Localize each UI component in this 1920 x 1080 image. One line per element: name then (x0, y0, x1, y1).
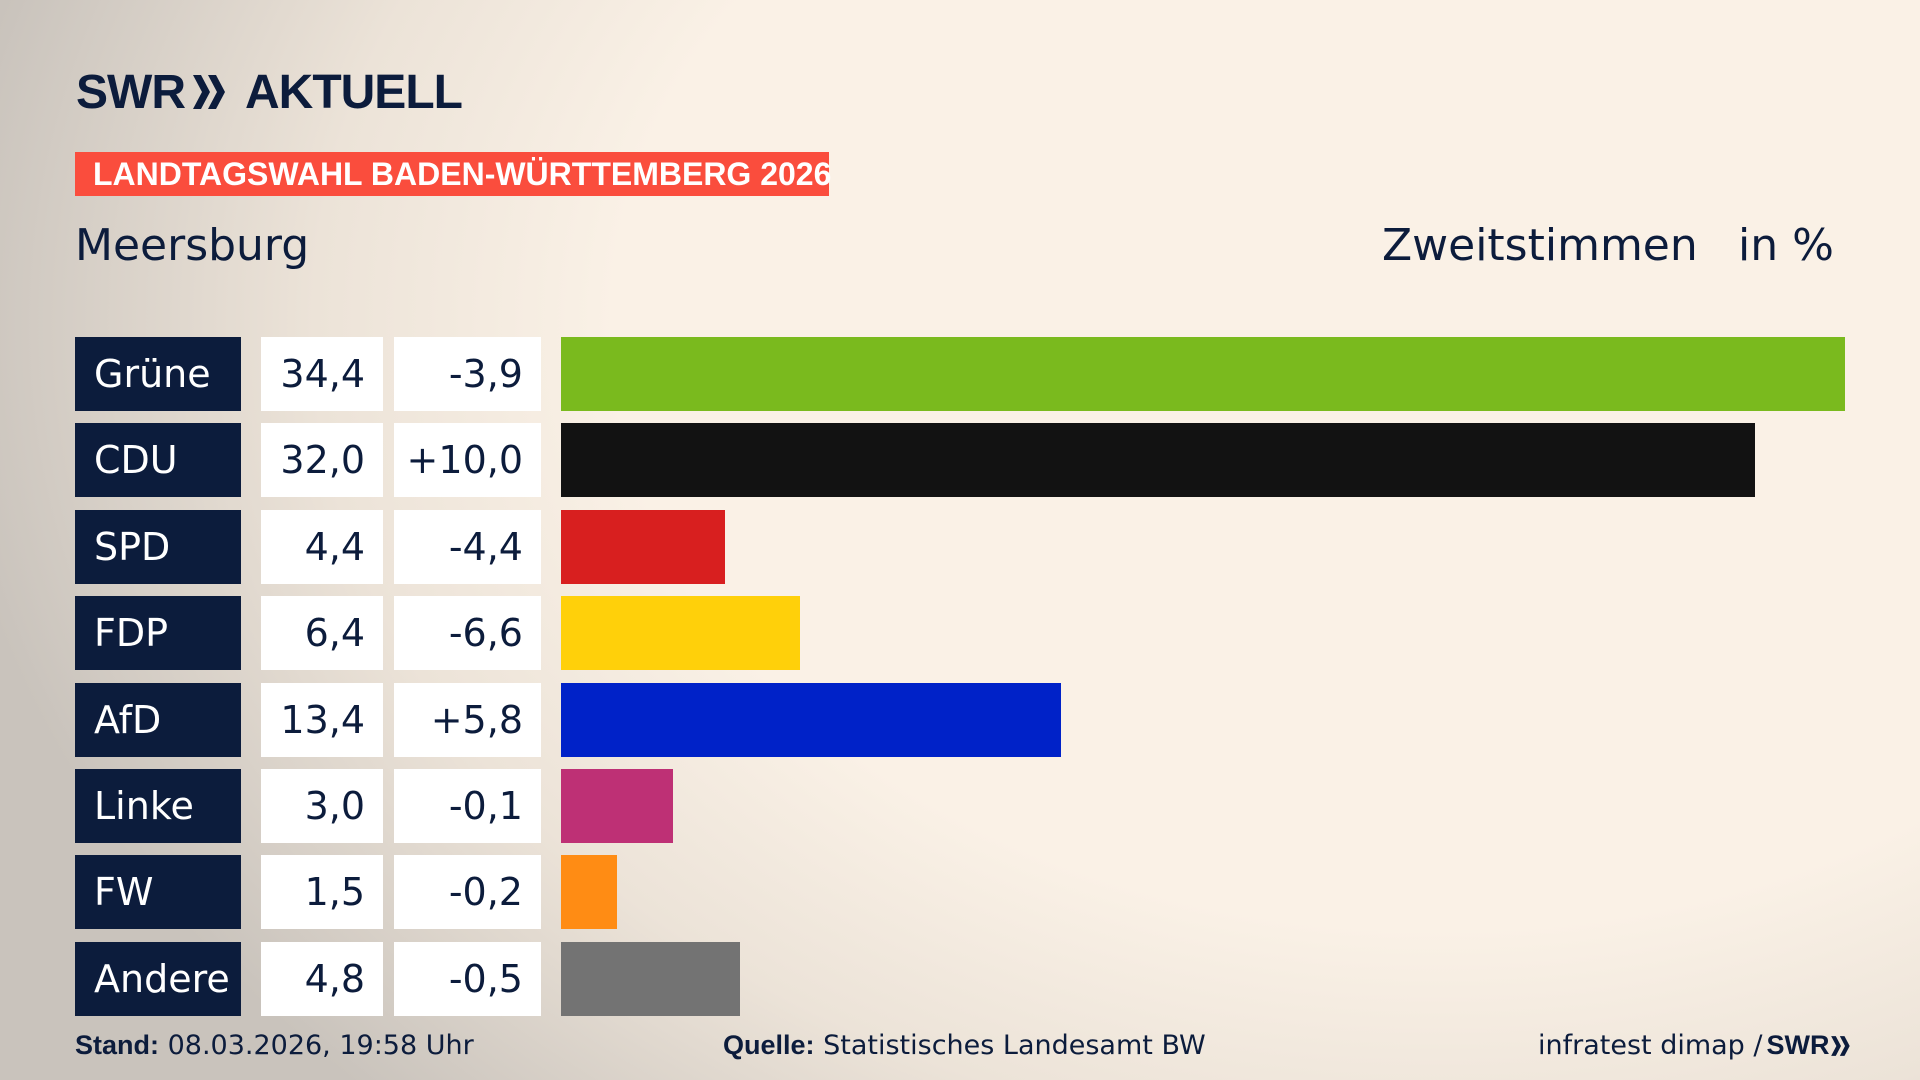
party-label: AfD (75, 682, 241, 757)
credit-logo: SWR (1766, 1030, 1830, 1060)
unit-label: in % (1738, 220, 1834, 271)
percent-change: -0,2 (394, 855, 541, 930)
credit-text: infratest dimap / (1538, 1030, 1763, 1061)
result-bar (561, 682, 1062, 757)
place-title: Meersburg (75, 220, 310, 271)
source-value: Statistisches Landesamt BW (814, 1030, 1206, 1061)
result-row: Linke 3,0 -0,1 (0, 769, 1920, 843)
percent-value: 4,4 (261, 509, 383, 584)
result-row: FDP 6,4 -6,6 (0, 596, 1920, 671)
result-bar (561, 596, 800, 671)
result-row: SPD 4,4 -4,4 (0, 509, 1920, 584)
source-label: Quelle: (723, 1030, 815, 1060)
party-label: CDU (75, 423, 241, 498)
percent-change: -0,5 (394, 941, 541, 1016)
swr-aktuell-logo: SWR AKTUELL (76, 65, 463, 119)
percent-value: 6,4 (261, 596, 383, 671)
result-row: Grüne 34,4 -3,9 (0, 337, 1920, 411)
party-label: Grüne (75, 337, 241, 411)
double-chevron-icon (192, 75, 225, 109)
party-label: Linke (75, 769, 241, 843)
result-row: CDU 32,0 +10,0 (0, 423, 1920, 498)
timestamp: Stand: 08.03.2026, 19:58 Uhr (75, 1030, 474, 1061)
party-label: FW (75, 855, 241, 930)
percent-value: 32,0 (261, 423, 383, 498)
percent-change: -6,6 (394, 596, 541, 671)
result-bar (561, 855, 617, 930)
percent-value: 3,0 (261, 769, 383, 843)
percent-value: 1,5 (261, 855, 383, 930)
double-chevron-icon (1830, 1035, 1850, 1056)
result-bar (561, 769, 673, 843)
result-bar (561, 423, 1756, 498)
party-label: SPD (75, 509, 241, 584)
stand-value: 08.03.2026, 19:58 Uhr (159, 1030, 474, 1061)
percent-value: 13,4 (261, 682, 383, 757)
result-row: Andere 4,8 -0,5 (0, 941, 1920, 1016)
percent-change: -3,9 (394, 337, 541, 411)
party-label: Andere (75, 941, 241, 1016)
result-row: AfD 13,4 +5,8 (0, 682, 1920, 757)
result-row: FW 1,5 -0,2 (0, 855, 1920, 930)
stand-label: Stand: (75, 1030, 159, 1060)
result-bar (561, 337, 1845, 411)
credit: infratest dimap / SWR (1538, 1030, 1852, 1061)
percent-value: 4,8 (261, 941, 383, 1016)
percent-value: 34,4 (261, 337, 383, 411)
result-bar (561, 941, 741, 1016)
percent-change: +5,8 (394, 682, 541, 757)
metric-label: Zweitstimmen (1382, 220, 1698, 271)
source: Quelle: Statistisches Landesamt BW (723, 1030, 1206, 1061)
party-label: FDP (75, 596, 241, 671)
percent-change: -0,1 (394, 769, 541, 843)
result-bar (561, 509, 726, 584)
percent-change: +10,0 (394, 423, 541, 498)
election-banner: LANDTAGSWAHL BADEN-WÜRTTEMBERG 2026 (75, 152, 831, 196)
percent-change: -4,4 (394, 509, 541, 584)
